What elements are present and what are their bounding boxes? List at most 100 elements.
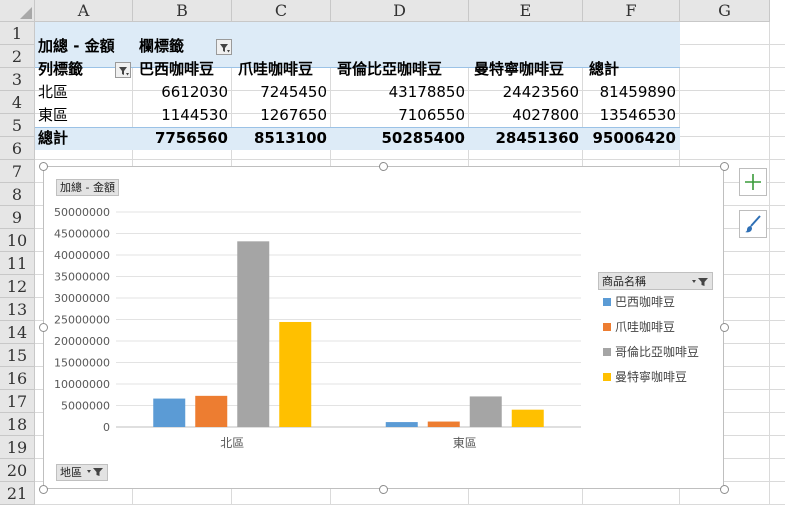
row-header-12[interactable]: 12 bbox=[0, 275, 35, 298]
row-header-16[interactable]: 16 bbox=[0, 367, 35, 390]
column-header-a[interactable]: A bbox=[35, 0, 133, 22]
legend-item[interactable]: 曼特寧咖啡豆 bbox=[603, 370, 687, 384]
pivot-total-value[interactable]: 7756560 bbox=[154, 129, 228, 147]
pivot-column-header[interactable]: 總計 bbox=[589, 60, 620, 78]
column-header-d[interactable]: D bbox=[331, 0, 469, 22]
column-filter-button[interactable] bbox=[216, 39, 232, 55]
pivot-total-value[interactable]: 95006420 bbox=[592, 129, 677, 147]
row-header-14[interactable]: 14 bbox=[0, 321, 35, 344]
chart-plot-area: 0 5000000 10000000 15000000 20000000 25000000… bbox=[54, 206, 581, 450]
row-gridline bbox=[35, 113, 785, 114]
resize-handle-bottom[interactable] bbox=[379, 485, 388, 494]
pivot-row-label[interactable]: 北區 bbox=[38, 83, 69, 101]
row-filter-button[interactable] bbox=[115, 62, 131, 78]
resize-handle-bottom-left[interactable] bbox=[39, 485, 48, 494]
row-header-15[interactable]: 15 bbox=[0, 344, 35, 367]
resize-handle-top-right[interactable] bbox=[720, 162, 729, 171]
row-header-5[interactable]: 5 bbox=[0, 114, 35, 137]
pivot-value-cell[interactable]: 6612030 bbox=[161, 83, 228, 101]
legend-item[interactable]: 哥倫比亞咖啡豆 bbox=[603, 345, 699, 359]
pivot-value-cell[interactable]: 7106550 bbox=[398, 106, 465, 124]
pivot-column-header[interactable]: 巴西咖啡豆 bbox=[139, 60, 215, 78]
row-header-9[interactable]: 9 bbox=[0, 206, 35, 229]
row-gridline bbox=[35, 159, 785, 160]
bar[interactable] bbox=[195, 395, 228, 427]
column-header-b[interactable]: B bbox=[133, 0, 232, 22]
column-header-e[interactable]: E bbox=[469, 0, 583, 22]
axis-field-button[interactable]: 地區 bbox=[56, 464, 108, 481]
row-header-19[interactable]: 19 bbox=[0, 436, 35, 459]
column-header-f[interactable]: F bbox=[583, 0, 680, 22]
legend-swatch bbox=[603, 373, 611, 381]
legend-label: 曼特寧咖啡豆 bbox=[615, 370, 688, 384]
row-header-10[interactable]: 10 bbox=[0, 229, 35, 252]
pivot-total-value[interactable]: 50285400 bbox=[381, 129, 466, 147]
column-header-c[interactable]: C bbox=[232, 0, 331, 22]
resize-handle-right[interactable] bbox=[720, 323, 729, 332]
pivot-total-value[interactable]: 28451360 bbox=[495, 129, 580, 147]
row-header-18[interactable]: 18 bbox=[0, 413, 35, 436]
pivot-column-header[interactable]: 哥倫比亞咖啡豆 bbox=[337, 60, 443, 78]
pivot-total-value[interactable]: 8513100 bbox=[253, 129, 327, 147]
resize-handle-bottom-right[interactable] bbox=[720, 485, 729, 494]
row-header-13[interactable]: 13 bbox=[0, 298, 35, 321]
pivot-value-cell[interactable]: 7245450 bbox=[260, 83, 327, 101]
y-tick-label: 50000000 bbox=[54, 206, 110, 219]
chart-styles-button[interactable] bbox=[739, 210, 767, 238]
y-tick-label: 35000000 bbox=[54, 271, 110, 284]
row-header-8[interactable]: 8 bbox=[0, 183, 35, 206]
chart-elements-button[interactable] bbox=[739, 168, 767, 196]
pivot-value-cell[interactable]: 1144530 bbox=[161, 106, 228, 124]
row-header-4[interactable]: 4 bbox=[0, 91, 35, 114]
row-header-7[interactable]: 7 bbox=[0, 160, 35, 183]
column-gridline bbox=[769, 22, 770, 505]
pivot-value-cell[interactable]: 4027800 bbox=[512, 106, 579, 124]
pivot-value-field[interactable]: 加總 - 金額 bbox=[38, 37, 115, 55]
pivot-row-label[interactable]: 東區 bbox=[38, 106, 69, 124]
legend-item[interactable]: 巴西咖啡豆 bbox=[603, 295, 675, 309]
row-header-6[interactable]: 6 bbox=[0, 137, 35, 160]
bar[interactable] bbox=[153, 398, 186, 427]
y-tick-label: 40000000 bbox=[54, 249, 110, 262]
x-tick-label: 北區 bbox=[220, 436, 244, 450]
pivot-column-header[interactable]: 爪哇咖啡豆 bbox=[238, 60, 314, 78]
bar[interactable] bbox=[469, 396, 502, 427]
column-header-g[interactable]: G bbox=[680, 0, 770, 22]
pivot-value-cell[interactable]: 13546530 bbox=[599, 106, 676, 124]
row-header-2[interactable]: 2 bbox=[0, 45, 35, 68]
row-header-11[interactable]: 11 bbox=[0, 252, 35, 275]
row-header-20[interactable]: 20 bbox=[0, 459, 35, 482]
x-tick-label: 東區 bbox=[453, 436, 477, 450]
legend-swatch bbox=[603, 298, 611, 306]
pivot-value-cell[interactable]: 81459890 bbox=[599, 83, 676, 101]
pivot-value-cell[interactable]: 43178850 bbox=[388, 83, 465, 101]
pivot-row-labels[interactable]: 列標籤 bbox=[38, 60, 84, 78]
legend-field-button[interactable]: 商品名稱 bbox=[598, 272, 713, 290]
bar[interactable] bbox=[237, 241, 270, 427]
pivot-column-header[interactable]: 曼特寧咖啡豆 bbox=[474, 60, 565, 78]
row-header-1[interactable]: 1 bbox=[0, 22, 35, 45]
row-header-21[interactable]: 21 bbox=[0, 482, 35, 505]
resize-handle-top-left[interactable] bbox=[39, 162, 48, 171]
axis-field-label: 地區 bbox=[60, 466, 82, 479]
legend-swatch bbox=[603, 348, 611, 356]
bar[interactable] bbox=[385, 422, 418, 427]
y-tick-label: 45000000 bbox=[54, 228, 110, 241]
value-field-button[interactable]: 加總 - 金額 bbox=[56, 179, 119, 196]
bar[interactable] bbox=[279, 321, 312, 427]
select-all-corner[interactable] bbox=[0, 0, 35, 22]
row-header-3[interactable]: 3 bbox=[0, 68, 35, 91]
pivot-header-band bbox=[35, 22, 680, 68]
pivot-total-label[interactable]: 總計 bbox=[38, 129, 69, 147]
pivot-chart[interactable]: 加總 - 金額 0 5000000 10000000 15000000 20000000… bbox=[43, 166, 724, 489]
row-header-17[interactable]: 17 bbox=[0, 390, 35, 413]
filter-icon bbox=[119, 67, 129, 76]
resize-handle-top[interactable] bbox=[379, 162, 388, 171]
pivot-value-cell[interactable]: 24423560 bbox=[502, 83, 579, 101]
pivot-value-cell[interactable]: 1267650 bbox=[260, 106, 327, 124]
bar[interactable] bbox=[427, 421, 460, 427]
resize-handle-left[interactable] bbox=[39, 323, 48, 332]
legend-item[interactable]: 爪哇咖啡豆 bbox=[603, 320, 675, 334]
pivot-column-labels[interactable]: 欄標籤 bbox=[139, 37, 185, 55]
bar[interactable] bbox=[511, 409, 544, 427]
